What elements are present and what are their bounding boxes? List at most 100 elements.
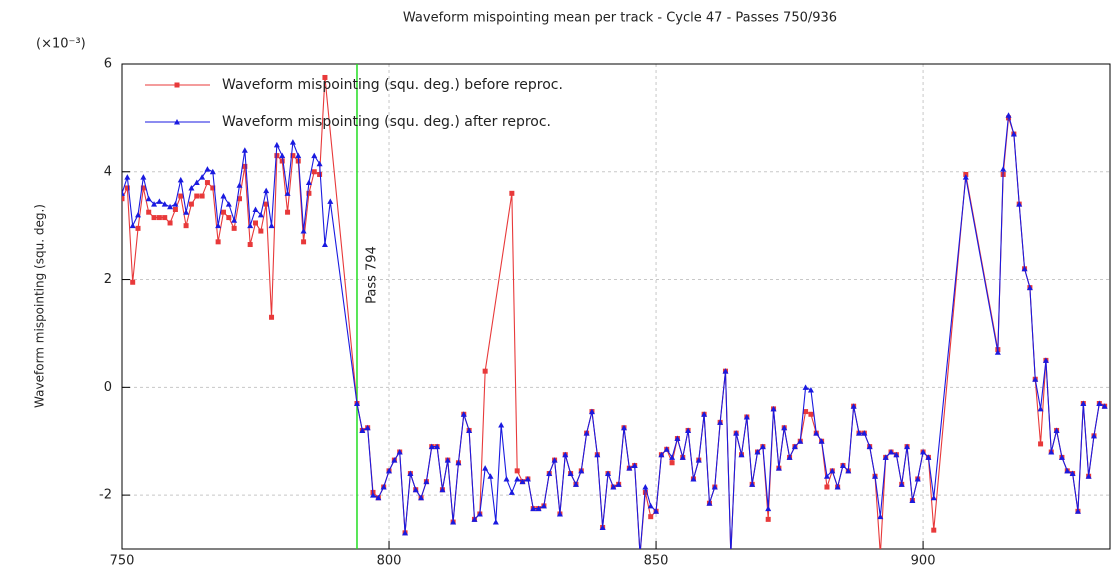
- point: [1021, 265, 1028, 272]
- point: [663, 446, 670, 452]
- point: [872, 473, 879, 479]
- point: [706, 500, 713, 506]
- point: [1064, 467, 1071, 474]
- point: [621, 424, 628, 431]
- point: [653, 508, 660, 514]
- point: [583, 430, 590, 436]
- point: [770, 405, 777, 412]
- point: [845, 467, 852, 474]
- point: [353, 400, 360, 406]
- point: [759, 443, 766, 450]
- point: [722, 368, 729, 374]
- y-multiplier: (×10⁻³): [36, 37, 86, 52]
- point: [253, 220, 259, 226]
- point: [236, 196, 242, 202]
- point: [492, 519, 499, 525]
- point: [215, 239, 221, 245]
- point: [306, 190, 312, 196]
- point: [749, 481, 756, 487]
- point: [156, 198, 163, 204]
- point: [199, 174, 206, 180]
- point: [188, 184, 195, 191]
- point: [183, 209, 190, 215]
- point: [530, 505, 537, 512]
- plot-area: [122, 74, 1108, 549]
- point: [818, 438, 825, 444]
- point: [540, 502, 547, 509]
- point: [122, 196, 125, 202]
- point: [129, 222, 136, 229]
- point: [588, 408, 595, 415]
- point: [231, 217, 238, 223]
- point: [551, 457, 558, 463]
- point: [562, 451, 569, 458]
- point: [257, 211, 264, 218]
- point: [803, 409, 809, 415]
- point: [279, 152, 286, 159]
- point: [466, 427, 473, 433]
- point: [626, 465, 633, 471]
- point: [210, 185, 216, 191]
- point: [396, 449, 403, 455]
- point: [226, 215, 232, 221]
- point: [327, 198, 334, 204]
- point: [920, 449, 927, 455]
- point: [301, 239, 307, 245]
- point: [690, 475, 697, 482]
- y-tick-label: 4: [104, 164, 112, 179]
- point: [717, 419, 724, 425]
- y-tick-label: 2: [104, 272, 112, 287]
- point: [1069, 470, 1076, 477]
- point: [359, 427, 366, 433]
- point: [295, 152, 302, 159]
- point: [183, 223, 189, 229]
- point: [711, 484, 718, 490]
- point: [450, 519, 457, 525]
- point: [215, 222, 222, 229]
- point: [434, 443, 441, 450]
- point: [375, 494, 382, 501]
- point: [610, 484, 617, 490]
- point: [428, 443, 435, 450]
- point: [247, 222, 254, 229]
- point: [482, 465, 489, 471]
- point: [146, 209, 152, 215]
- point: [140, 174, 147, 180]
- point: [130, 279, 136, 285]
- legend-label: Waveform mispointing (squ. deg.) before …: [222, 77, 563, 93]
- point: [391, 457, 398, 463]
- point: [124, 174, 131, 180]
- point: [1048, 449, 1055, 455]
- point: [599, 524, 606, 530]
- point: [898, 481, 905, 487]
- point: [572, 481, 579, 487]
- point: [487, 473, 494, 479]
- point: [1038, 441, 1044, 447]
- point: [850, 403, 857, 409]
- point: [172, 207, 178, 212]
- point: [1037, 405, 1044, 412]
- point: [439, 486, 446, 493]
- point: [162, 215, 168, 221]
- point: [786, 454, 793, 460]
- point: [962, 174, 969, 180]
- point: [648, 514, 654, 520]
- point: [1080, 400, 1087, 406]
- point: [738, 451, 745, 458]
- point: [855, 430, 862, 436]
- point: [178, 193, 184, 199]
- point: [813, 430, 820, 436]
- point: [556, 510, 563, 517]
- point: [1000, 166, 1007, 172]
- point: [247, 242, 253, 248]
- point: [914, 475, 921, 482]
- y-axis-label: Waveform mispointing (squ. deg.): [33, 204, 47, 408]
- point: [423, 478, 430, 485]
- point: [364, 424, 371, 431]
- point: [476, 510, 483, 517]
- point: [177, 176, 184, 183]
- point: [290, 153, 296, 159]
- point: [508, 489, 515, 495]
- point: [471, 516, 478, 522]
- point: [167, 220, 173, 226]
